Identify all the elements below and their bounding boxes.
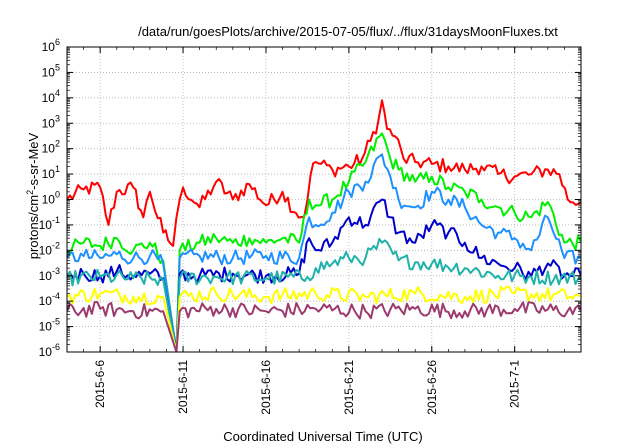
series-lines [67, 99, 581, 352]
y-axis-label: protons/cm2-s-sr-MeV [25, 132, 41, 259]
x-tick-label: 2015-6-21 [342, 360, 356, 415]
y-tick-label: 106 [42, 37, 60, 54]
series-line-7 [67, 301, 581, 352]
y-tick-label: 103 [42, 113, 60, 130]
tick-marks [66, 46, 582, 353]
series-line-4 [67, 198, 581, 352]
x-tick-label: 2015-7-1 [508, 360, 522, 408]
chart-title: /data/run/goesPlots/archive/2015-07-05/f… [138, 24, 558, 39]
series-line-6 [67, 285, 581, 352]
y-tick-label: 10-5 [39, 317, 60, 334]
y-tick-label: 102 [42, 139, 60, 156]
y-tick-label: 10-3 [39, 266, 60, 283]
series-line-1 [67, 99, 581, 247]
series-line-3 [67, 153, 581, 352]
x-tick-label: 2015-6-11 [176, 360, 190, 414]
series-line-2 [67, 132, 581, 352]
y-tick-label: 101 [42, 164, 60, 181]
x-tick-label: 2015-6-26 [425, 360, 439, 415]
x-axis-label: Coordinated Universal Time (UTC) [223, 429, 422, 444]
y-tick-label: 104 [42, 88, 60, 105]
y-tick-label: 10-6 [39, 342, 60, 359]
series-line-5 [67, 237, 581, 352]
x-tick-label: 2015-6-16 [259, 360, 273, 415]
y-tick-label: 105 [42, 62, 60, 79]
y-tick-labels: 10-6 10-5 10-4 10-3 10-2 10-1 100 101 102 103 104 1… [39, 37, 60, 359]
x-tick-labels: 2015-6-6 2015-6-11 2015-6-16 2015-6-21 2015-… [93, 360, 522, 415]
y-tick-label: 100 [42, 190, 60, 207]
y-tick-label: 10-2 [39, 240, 60, 257]
y-tick-label: 10-4 [39, 291, 60, 308]
x-tick-label: 2015-6-6 [93, 360, 107, 408]
y-tick-label: 10-1 [39, 215, 60, 232]
